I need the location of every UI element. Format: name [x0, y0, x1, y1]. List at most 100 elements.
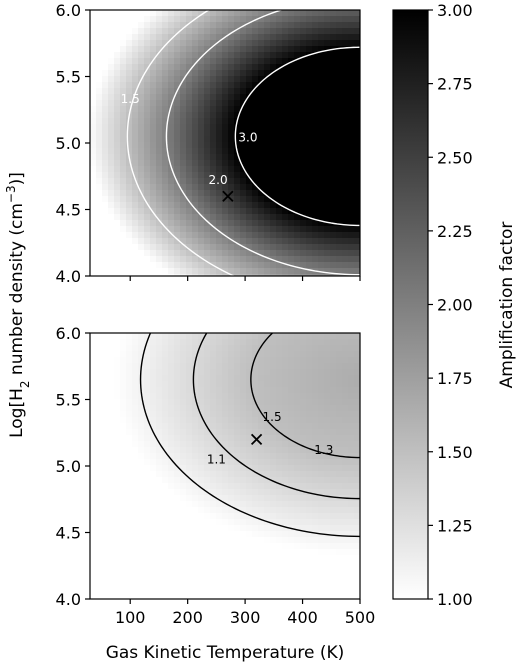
heat-cell — [168, 220, 175, 227]
heat-cell — [252, 106, 259, 113]
heat-cell — [312, 220, 319, 227]
heat-cell — [114, 178, 121, 185]
heat-cell — [294, 369, 301, 376]
heat-cell — [282, 94, 289, 101]
heat-cell — [258, 567, 265, 574]
heat-cell — [156, 268, 163, 275]
heat-cell — [114, 591, 121, 598]
heat-cell — [132, 405, 139, 412]
heat-cell — [324, 345, 331, 352]
heat-cell — [168, 52, 175, 59]
heat-cell — [258, 405, 265, 412]
heat-cell — [330, 501, 337, 508]
heat-cell — [126, 435, 133, 442]
heat-cell — [228, 417, 235, 424]
heat-cell — [342, 465, 349, 472]
heat-cell — [234, 459, 241, 466]
heat-cell — [258, 148, 265, 155]
heat-cell — [174, 345, 181, 352]
heat-cell — [252, 465, 259, 472]
heat-cell — [204, 495, 211, 502]
heat-cell — [150, 495, 157, 502]
heat-cell — [102, 58, 109, 65]
heat-cell — [240, 387, 247, 394]
heat-cell — [234, 166, 241, 173]
heat-cell — [192, 339, 199, 346]
heat-cell — [96, 202, 103, 209]
heat-cell — [180, 124, 187, 131]
heat-cell — [210, 549, 217, 556]
heat-cell — [108, 363, 115, 370]
heat-cell — [252, 154, 259, 161]
heat-cell — [282, 423, 289, 430]
heat-cell — [96, 423, 103, 430]
heat-cell — [90, 172, 97, 179]
heat-cell — [336, 130, 343, 137]
heat-cell — [348, 567, 355, 574]
heat-cell — [120, 16, 127, 23]
heat-cell — [186, 405, 193, 412]
heat-cell — [162, 34, 169, 41]
heat-cell — [348, 22, 355, 29]
heat-cell — [240, 154, 247, 161]
heat-cell — [198, 567, 205, 574]
heat-cell — [168, 417, 175, 424]
heat-cell — [234, 525, 241, 532]
heat-cell — [204, 357, 211, 364]
heat-cell — [132, 172, 139, 179]
heat-cell — [276, 459, 283, 466]
heat-cell — [96, 405, 103, 412]
heat-cell — [96, 417, 103, 424]
heat-cell — [192, 591, 199, 598]
heat-cell — [180, 46, 187, 53]
heat-cell — [318, 52, 325, 59]
heat-cell — [276, 567, 283, 574]
heat-cell — [264, 447, 271, 454]
heat-cell — [210, 381, 217, 388]
heat-cell — [120, 208, 127, 215]
heat-cell — [204, 501, 211, 508]
heat-cell — [96, 339, 103, 346]
heat-cell — [276, 375, 283, 382]
heat-cell — [348, 190, 355, 197]
heat-cell — [216, 226, 223, 233]
heat-cell — [138, 250, 145, 257]
heat-cell — [300, 375, 307, 382]
heat-cell — [318, 429, 325, 436]
heat-cell — [336, 597, 343, 599]
heat-cell — [300, 10, 307, 17]
heat-cell — [198, 184, 205, 191]
heat-cell — [174, 483, 181, 490]
heat-cell — [168, 561, 175, 568]
heat-cell — [216, 214, 223, 221]
heat-cell — [120, 154, 127, 161]
heat-cell — [198, 82, 205, 89]
heat-cell — [282, 411, 289, 418]
heat-cell — [348, 411, 355, 418]
heat-cell — [198, 579, 205, 586]
heat-cell — [180, 387, 187, 394]
heat-cell — [174, 429, 181, 436]
heat-cell — [222, 459, 229, 466]
heat-cell — [282, 208, 289, 215]
heat-cell — [324, 196, 331, 203]
heat-cell — [96, 130, 103, 137]
heat-cell — [174, 22, 181, 29]
heat-cell — [312, 405, 319, 412]
heat-cell — [288, 274, 295, 276]
heat-cell — [204, 154, 211, 161]
heat-cell — [240, 561, 247, 568]
heat-cell — [120, 166, 127, 173]
heat-cell — [192, 441, 199, 448]
heat-cell — [150, 447, 157, 454]
heat-cell — [348, 178, 355, 185]
heat-cell — [354, 417, 360, 424]
heat-cell — [180, 172, 187, 179]
heat-cell — [324, 435, 331, 442]
heat-cell — [132, 166, 139, 173]
heat-cell — [306, 94, 313, 101]
heat-cell — [348, 369, 355, 376]
heat-cell — [234, 435, 241, 442]
heat-cell — [162, 417, 169, 424]
heat-cell — [156, 172, 163, 179]
